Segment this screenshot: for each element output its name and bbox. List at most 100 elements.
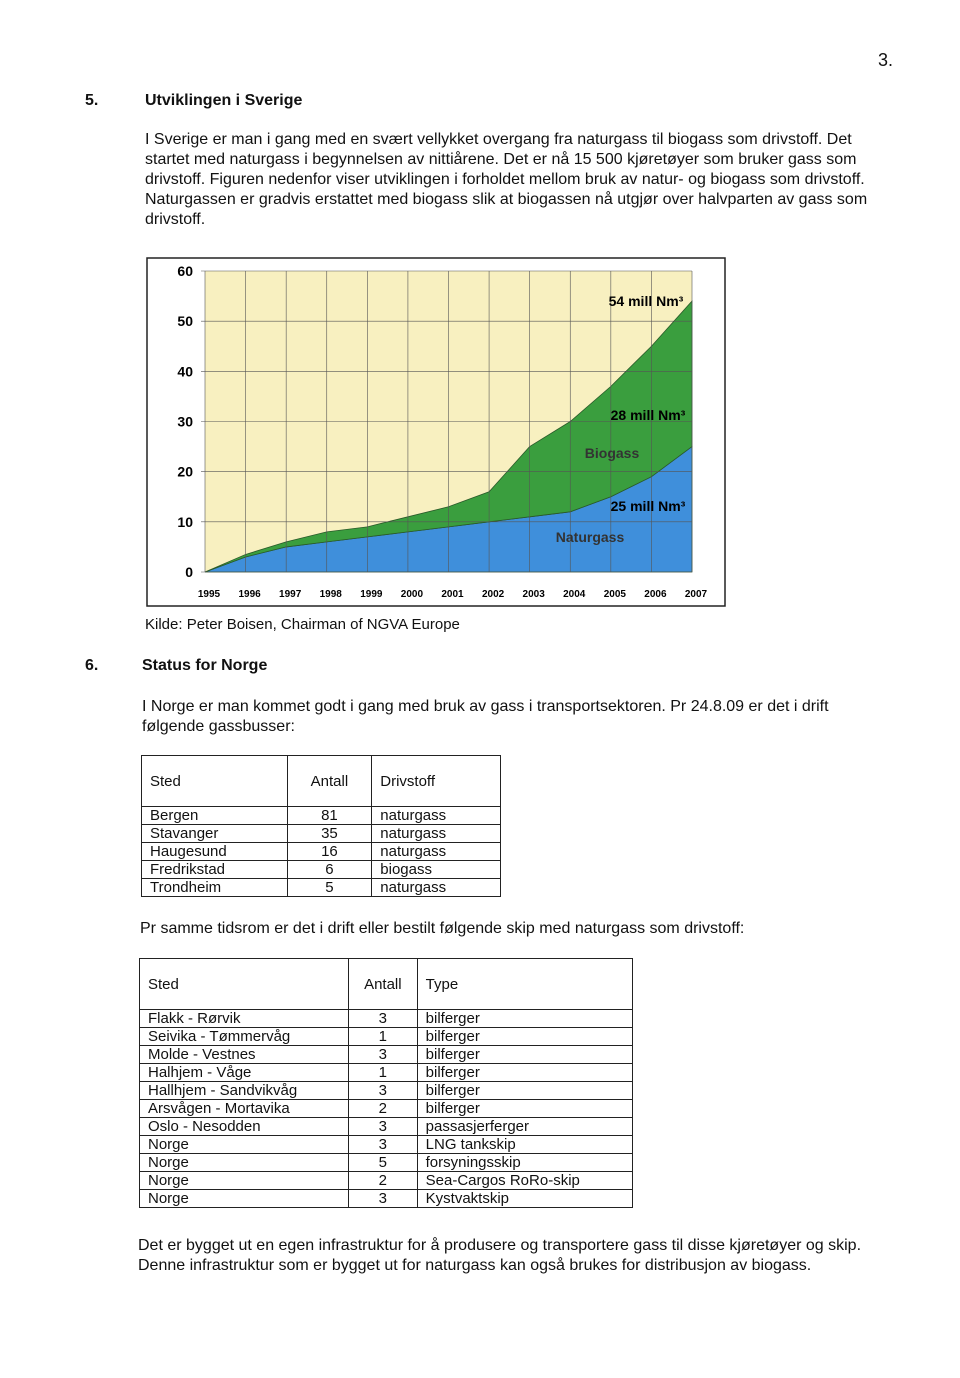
table-cell: Norge [138,1171,350,1190]
annotation: 54 mill Nm³ [609,293,684,309]
table-cell: 16 [286,842,373,861]
y-tick-label: 0 [185,564,193,580]
x-tick-label: 1997 [279,589,302,600]
table-cell: LNG tankskip [416,1135,634,1154]
ships-table: Sted Antall Type Flakk - Rørvik 3 bilferger Se… [138,958,634,1208]
table-cell: naturgass [371,842,501,861]
y-tick-label: 60 [177,263,193,279]
table-row: Fredrikstad 6 biogass [141,860,501,879]
x-tick-label: 1995 [198,589,221,600]
table-cell: bilferger [416,1099,634,1118]
table-cell: bilferger [416,1009,634,1028]
legend-label: Naturgass [556,529,625,545]
table-cell: Fredrikstad [141,860,288,879]
table-cell: 5 [348,1153,418,1172]
table-cell: 3 [348,1189,418,1208]
y-tick-label: 20 [177,464,193,480]
table-row: Norge 2 Sea-Cargos RoRo-skip [138,1171,634,1190]
table-row: Sted Antall Type [138,958,634,1010]
table-cell: 5 [286,878,373,897]
table-cell: Sea-Cargos RoRo-skip [416,1171,634,1190]
x-tick-label: 2000 [401,589,424,600]
table-cell: 3 [348,1081,418,1100]
x-tick-label: 2001 [441,589,464,600]
table-cell: naturgass [371,806,501,825]
table-cell: naturgass [371,824,501,843]
table-row: Flakk - Rørvik 3 bilferger [138,1009,634,1028]
table-cell: 6 [286,860,373,879]
section-title: Utviklingen i Sverige [145,92,303,109]
table-row: Norge 3 LNG tankskip [138,1135,634,1154]
y-tick-label: 10 [177,514,193,530]
table-row: Hallhjem - Sandvikvåg 3 bilferger [138,1081,634,1100]
table-cell: 1 [348,1027,418,1046]
source: Kilde: Peter Boisen, Chairman of NGVA Eu… [145,616,460,633]
table-cell: bilferger [416,1027,634,1046]
paragraph: I Sverige er man i gang med en svært vel… [145,131,868,228]
y-tick-label: 30 [177,414,193,430]
table-row: Sted Antall Drivstoff [141,755,501,807]
paragraph: Det er bygget ut en egen infrastruktur f… [138,1237,862,1274]
table-cell: Norge [138,1153,350,1172]
table-cell: 81 [286,806,373,825]
table-cell: bilferger [416,1081,634,1100]
table-row: Molde - Vestnes 3 bilferger [138,1045,634,1064]
x-tick-label: 1999 [360,589,383,600]
table-cell: Stavanger [141,824,288,843]
table-cell: 3 [348,1009,418,1028]
table-cell: Halhjem - Våge [138,1063,350,1082]
table-cell: 3 [348,1045,418,1064]
buses-table: Sted Antall Drivstoff Bergen 81 naturgass Stav… [141,755,501,897]
table-row: Trondheim 5 naturgass [141,878,501,897]
x-tick-label: 2002 [482,589,505,600]
table-cell: Seivika - Tømmervåg [138,1027,350,1046]
y-tick-label: 50 [177,313,193,329]
table-cell: bilferger [416,1063,634,1082]
paragraph: I Norge er man kommet godt i gang med br… [142,698,829,735]
table-cell: 35 [286,824,373,843]
table-cell: Drivstoff [371,755,501,807]
section-number: 6. [85,657,99,674]
x-tick-label: 2003 [523,589,546,600]
section-number: 5. [85,92,99,109]
x-tick-label: 2004 [563,589,586,600]
table-cell: Arsvågen - Mortavika [138,1099,350,1118]
table-row: Bergen 81 naturgass [141,806,501,825]
table-row: Haugesund 16 naturgass [141,842,501,861]
table-row: Oslo - Nesodden 3 passasjerferger [138,1117,634,1136]
table-cell: Bergen [141,806,288,825]
chart-frame [146,257,726,607]
x-tick-label: 1998 [320,589,343,600]
table-cell: Molde - Vestnes [138,1045,350,1064]
table-row: Arsvågen - Mortavika 2 bilferger [138,1099,634,1118]
y-tick-label: 40 [177,363,193,379]
table-cell: bilferger [416,1045,634,1064]
table-cell: 1 [348,1063,418,1082]
table-cell: passasjerferger [416,1117,634,1136]
table-cell: 2 [348,1171,418,1190]
table-cell: Oslo - Nesodden [138,1117,350,1136]
table-cell: 2 [348,1099,418,1118]
table-cell: forsyningsskip [416,1153,634,1172]
table-row: Halhjem - Våge 1 bilferger [138,1063,634,1082]
table-cell: Type [416,958,634,1010]
table-cell: biogass [371,860,501,879]
x-tick-label: 2005 [604,589,627,600]
table-cell: Antall [348,958,418,1010]
x-tick-label: 1996 [238,589,261,600]
table-cell: Sted [141,755,288,807]
table-row: Norge 5 forsyningsskip [138,1153,634,1172]
section-title: Status for Norge [142,657,268,674]
table-cell: naturgass [371,878,501,897]
annotation: 28 mill Nm³ [611,407,686,423]
chart: 0 10 20 30 40 50 60 1995 1996 1997 1998 1999 2000 200… [146,257,726,607]
table-cell: Trondheim [141,878,288,897]
table-cell: Norge [138,1135,350,1154]
table-cell: 3 [348,1117,418,1136]
annotation: 25 mill Nm³ [611,498,686,514]
table-cell: Flakk - Rørvik [138,1009,350,1028]
table-cell: Antall [286,755,373,807]
table-cell: Hallhjem - Sandvikvåg [138,1081,350,1100]
x-tick-label: 2006 [644,589,667,600]
